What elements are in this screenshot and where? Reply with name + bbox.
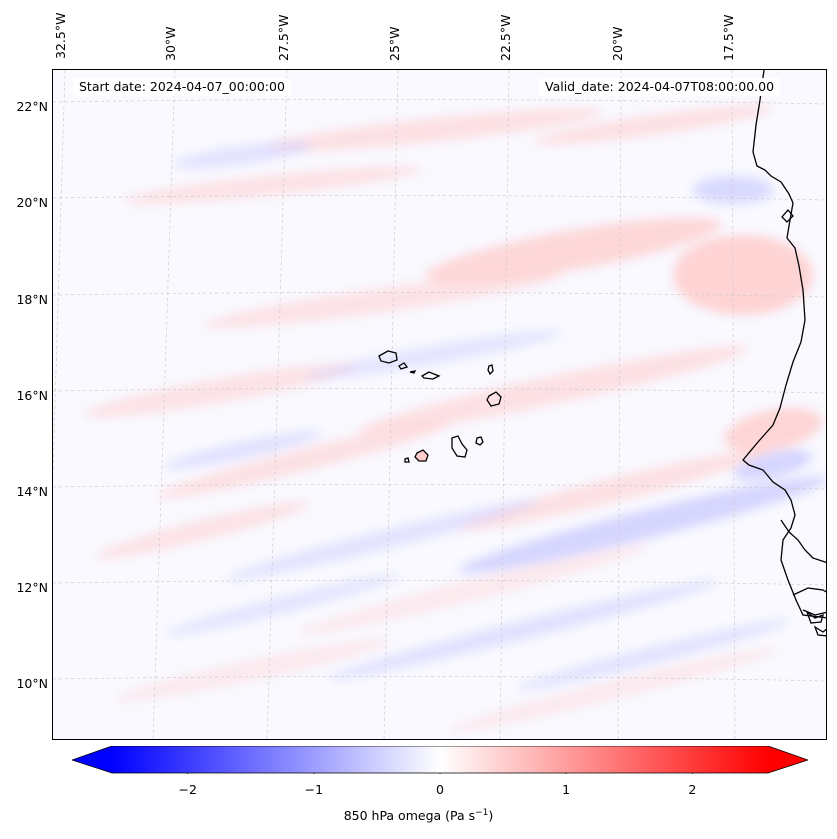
valid-date-label: Valid_date: 2024-04-07T08:00:00.00	[539, 78, 781, 96]
lat-label-10n: 10°N	[16, 676, 48, 691]
lon-label-20w: 20°W	[610, 26, 625, 61]
lon-label-27-5w: 27.5°W	[276, 14, 291, 61]
bissau-islands	[805, 610, 826, 637]
coastlines	[378, 70, 826, 637]
colorbar-max-arrow	[768, 746, 808, 773]
boa-vista	[486, 391, 502, 407]
sao-vicente	[398, 362, 409, 370]
santiago	[451, 435, 468, 458]
colorbar-tick-label: −2	[178, 782, 197, 797]
colorbar-tick-label: 1	[562, 782, 571, 797]
lon-label-32-5w: 32.5°W	[53, 12, 68, 59]
brava	[404, 457, 410, 463]
lon-label-25w: 25°W	[387, 26, 402, 61]
colorbar-body	[112, 746, 768, 773]
sal	[487, 364, 494, 376]
lat-label-20n: 20°N	[16, 195, 48, 210]
lon-label-30w: 30°W	[163, 26, 178, 61]
colorbar-tick-label: 0	[436, 782, 444, 797]
lon-label-17-5w: 17.5°W	[721, 14, 736, 61]
colorbar-min-arrow	[72, 746, 112, 773]
omega-field	[85, 105, 826, 733]
lat-label-18n: 18°N	[16, 292, 48, 307]
lat-label-22n: 22°N	[16, 99, 48, 114]
santa-luzia	[409, 370, 417, 374]
santo-antao	[378, 350, 398, 364]
graticule	[53, 70, 826, 739]
colorbar-ticks	[187, 773, 693, 774]
fogo	[414, 449, 429, 462]
coastal-island-north	[781, 208, 794, 223]
start-date-label: Start date: 2024-04-07_00:00:00	[73, 78, 291, 96]
colorbar-tick-label: 2	[688, 782, 697, 797]
lon-label-22-5w: 22.5°W	[498, 14, 513, 61]
lat-label-14n: 14°N	[16, 484, 48, 499]
sao-nicolau	[420, 371, 441, 380]
lat-label-12n: 12°N	[16, 580, 48, 595]
omega-field-map	[53, 70, 826, 739]
map-panel[interactable]	[52, 69, 827, 740]
lat-label-16n: 16°N	[16, 388, 48, 403]
omega-negative-bands	[164, 141, 826, 690]
africa-coastline	[742, 70, 826, 619]
colorbar-title: 850 hPa omega (Pa s−1)	[343, 808, 494, 824]
maio	[475, 436, 484, 446]
african-river-inlets	[780, 519, 826, 616]
colorbar-tick-label: −1	[304, 782, 324, 797]
colorbar	[72, 746, 808, 774]
